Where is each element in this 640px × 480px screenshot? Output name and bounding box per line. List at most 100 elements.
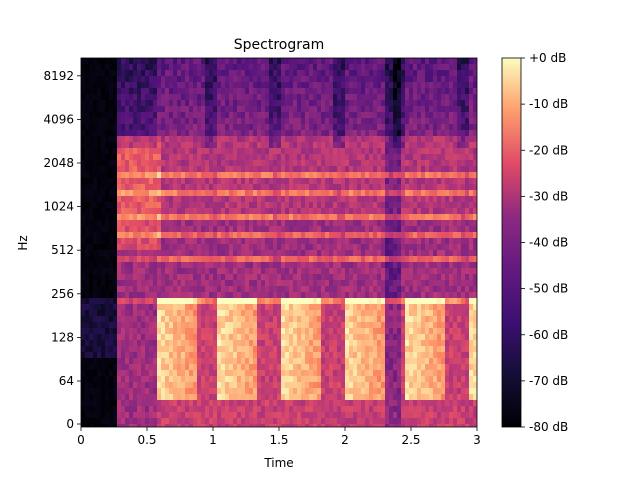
heatmap-cell: [221, 364, 226, 371]
heatmap-cell: [401, 94, 406, 101]
heatmap-cell: [321, 220, 326, 227]
heatmap-cell: [93, 190, 98, 197]
heatmap-cell: [257, 274, 262, 281]
heatmap-cell: [357, 130, 362, 137]
heatmap-cell: [309, 58, 314, 65]
heatmap-cell: [121, 256, 126, 263]
heatmap-cell: [137, 370, 142, 377]
heatmap-cell: [161, 190, 166, 197]
heatmap-cell: [245, 268, 250, 275]
heatmap-cell: [389, 172, 394, 179]
heatmap-cell: [389, 118, 394, 125]
heatmap-cell: [265, 244, 270, 251]
heatmap-cell: [133, 148, 138, 155]
heatmap-cell: [313, 154, 318, 161]
heatmap-cell: [173, 328, 178, 335]
heatmap-cell: [205, 376, 210, 383]
heatmap-cell: [317, 130, 322, 137]
heatmap-cell: [125, 358, 130, 365]
heatmap-cell: [205, 118, 210, 125]
heatmap-cell: [213, 124, 218, 131]
heatmap-cell: [257, 160, 262, 167]
heatmap-cell: [177, 334, 182, 341]
heatmap-cell: [241, 118, 246, 125]
heatmap-cell: [245, 166, 250, 173]
heatmap-cell: [97, 58, 102, 65]
heatmap-cell: [337, 322, 342, 329]
heatmap-cell: [269, 328, 274, 335]
heatmap-cell: [377, 100, 382, 107]
heatmap-cell: [385, 256, 390, 263]
heatmap-cell: [197, 244, 202, 251]
heatmap-cell: [325, 370, 330, 377]
heatmap-cell: [281, 58, 286, 65]
heatmap-cell: [161, 340, 166, 347]
heatmap-cell: [101, 118, 106, 125]
heatmap-cell: [113, 142, 118, 149]
heatmap-cell: [129, 178, 134, 185]
heatmap-cell: [321, 100, 326, 107]
heatmap-cell: [245, 388, 250, 395]
heatmap-cell: [345, 346, 350, 353]
heatmap-cell: [237, 394, 242, 401]
heatmap-cell: [189, 88, 194, 95]
heatmap-cell: [173, 256, 178, 263]
heatmap-cell: [385, 124, 390, 131]
heatmap-cell: [245, 160, 250, 167]
heatmap-cell: [381, 352, 386, 359]
heatmap-cell: [197, 196, 202, 203]
heatmap-cell: [369, 280, 374, 287]
heatmap-cell: [269, 316, 274, 323]
heatmap-cell: [249, 142, 254, 149]
heatmap-cell: [181, 184, 186, 191]
heatmap-cell: [205, 196, 210, 203]
heatmap-cell: [281, 382, 286, 389]
heatmap-cell: [265, 124, 270, 131]
heatmap-cell: [333, 406, 338, 413]
heatmap-cell: [233, 346, 238, 353]
heatmap-cell: [237, 100, 242, 107]
heatmap-cell: [333, 226, 338, 233]
heatmap-cell: [205, 136, 210, 143]
heatmap-cell: [221, 202, 226, 209]
heatmap-cell: [225, 208, 230, 215]
heatmap-cell: [369, 376, 374, 383]
heatmap-cell: [313, 172, 318, 179]
heatmap-cell: [113, 310, 118, 317]
heatmap-cell: [213, 256, 218, 263]
heatmap-cell: [349, 226, 354, 233]
heatmap-cell: [393, 172, 398, 179]
heatmap-cell: [393, 394, 398, 401]
heatmap-cell: [353, 148, 358, 155]
heatmap-cell: [93, 382, 98, 389]
heatmap-cell: [333, 58, 338, 65]
heatmap-cell: [237, 250, 242, 257]
heatmap-cell: [317, 124, 322, 131]
heatmap-cell: [393, 418, 398, 425]
heatmap-cell: [85, 376, 90, 383]
heatmap-cell: [273, 70, 278, 77]
heatmap-cell: [373, 70, 378, 77]
heatmap-cell: [121, 124, 126, 131]
heatmap-cell: [173, 274, 178, 281]
heatmap-cell: [389, 394, 394, 401]
heatmap-cell: [273, 274, 278, 281]
heatmap-cell: [353, 88, 358, 95]
heatmap-cell: [273, 178, 278, 185]
heatmap-cell: [353, 364, 358, 371]
heatmap-cell: [393, 58, 398, 65]
heatmap-cell: [321, 112, 326, 119]
heatmap-cell: [185, 106, 190, 113]
heatmap-cell: [269, 178, 274, 185]
heatmap-cell: [129, 184, 134, 191]
heatmap-cell: [317, 196, 322, 203]
heatmap-cell: [177, 172, 182, 179]
heatmap-cell: [381, 184, 386, 191]
heatmap-cell: [321, 280, 326, 287]
heatmap-cell: [169, 184, 174, 191]
heatmap-cell: [281, 328, 286, 335]
heatmap-cell: [177, 316, 182, 323]
heatmap-cell: [329, 304, 334, 311]
heatmap-cell: [245, 280, 250, 287]
heatmap-cell: [121, 334, 126, 341]
